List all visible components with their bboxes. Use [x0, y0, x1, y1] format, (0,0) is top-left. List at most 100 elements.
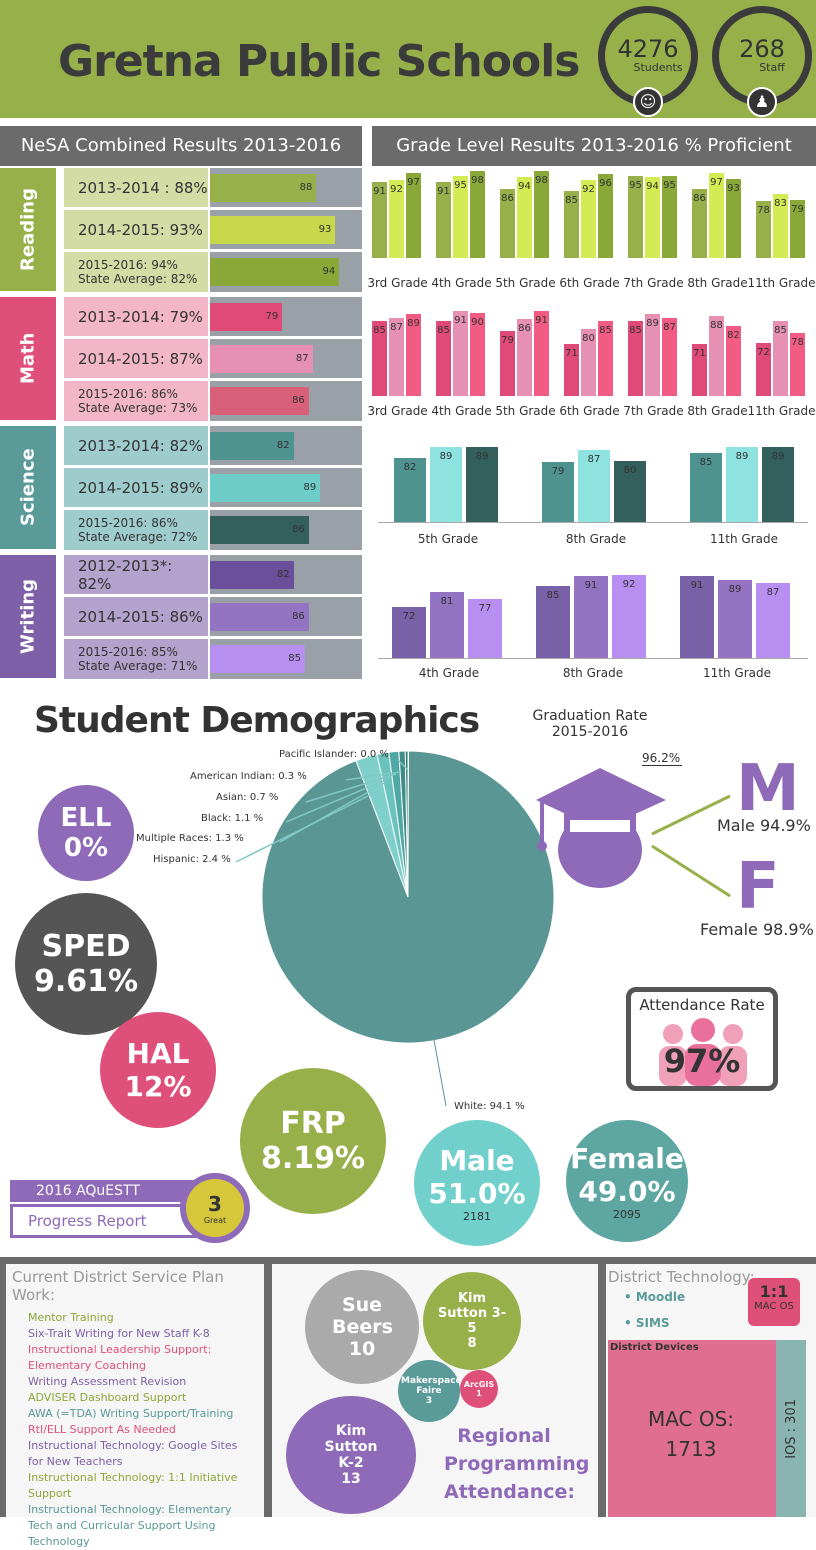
- grade-bar: 89: [718, 580, 752, 658]
- grade-bar: 80: [581, 329, 596, 396]
- regional-title: Regional Programming Attendance:: [444, 1422, 564, 1506]
- grade-bar: 71: [692, 344, 707, 396]
- service-item: Instructional Technology: Elementary Tec…: [28, 1502, 254, 1550]
- nesa-row-label: 2012-2013*: 82%: [64, 555, 208, 594]
- grade-bar: 91: [574, 576, 608, 658]
- pie-label-black: Black: 1.1 %: [201, 813, 263, 824]
- bubble-makerspace-value: 3: [426, 1396, 432, 1406]
- grad-female-rate: Female 98.9%: [700, 920, 814, 939]
- attendance-title: Attendance Rate: [631, 996, 773, 1014]
- tech-item-moodle: • Moodle: [624, 1290, 685, 1304]
- female-f-letter: F: [736, 850, 780, 924]
- graduation-title: Graduation Rate 2015-2016: [520, 708, 660, 740]
- nesa-row-text: 2014-2015: 93%: [78, 221, 208, 239]
- female-count: 2095: [613, 1208, 641, 1221]
- sped-circle: SPED 9.61%: [15, 893, 157, 1035]
- regional-panel: Sue Beers 10 Kim Sutton 3-5 8 Makerspace…: [272, 1264, 598, 1517]
- nesa-row-text: 2015-2016: 86%: [78, 516, 208, 530]
- grad-male-rate: Male 94.9%: [717, 816, 811, 835]
- grade-label: 6th Grade: [554, 404, 625, 418]
- grade-bar: 85: [628, 321, 643, 396]
- grade-bar: 87: [578, 450, 610, 522]
- grade-bar: 94: [517, 177, 532, 258]
- sped-label: SPED: [42, 929, 131, 964]
- subject-label-math: Math: [0, 297, 56, 420]
- female-circle: Female 49.0% 2095: [566, 1120, 688, 1242]
- nesa-bar: 88: [210, 174, 316, 202]
- nesa-row-label: 2013-2014 : 88%: [64, 168, 208, 207]
- male-m-letter: M: [736, 752, 800, 826]
- male-count: 2181: [463, 1210, 491, 1223]
- grade-bar: 85: [690, 453, 722, 522]
- grade-label: 7th Grade: [618, 276, 689, 290]
- nesa-row-label: 2014-2015: 89%: [64, 468, 208, 507]
- grade-bar: 87: [389, 318, 404, 396]
- devices-treemap: District Devices MAC OS: 1713 IOS : 301: [608, 1340, 806, 1517]
- grade-bar: 97: [709, 173, 724, 259]
- service-item: Instructional Technology: 1:1 Initiative…: [28, 1470, 254, 1502]
- bubble-kim-sutton-3-5-value: 8: [467, 1336, 476, 1351]
- sped-value: 9.61%: [34, 964, 138, 999]
- male-circle: Male 51.0% 2181: [414, 1120, 540, 1246]
- grade-label: 3rd Grade: [362, 404, 433, 418]
- male-value: 51.0%: [428, 1177, 525, 1210]
- frp-value: 8.19%: [261, 1141, 365, 1176]
- nesa-bar: 85: [210, 645, 305, 673]
- nesa-row-label: 2014-2015: 87%: [64, 339, 208, 378]
- grade-label: 11th Grade: [680, 532, 808, 546]
- nesa-state-average: State Average: 82%: [78, 272, 208, 286]
- grade-bar: 96: [598, 174, 613, 258]
- bubble-arcgis: ArcGIS 1: [460, 1370, 498, 1408]
- devices-title: District Devices: [610, 1342, 699, 1353]
- aquestt-score-value: 3: [208, 1192, 222, 1216]
- frp-circle: FRP 8.19%: [240, 1068, 386, 1214]
- pie-label-white: White: 94.1 %: [454, 1101, 525, 1112]
- bubble-arcgis-name: ArcGIS: [464, 1380, 494, 1389]
- service-item: ADVISER Dashboard Support: [28, 1390, 254, 1406]
- hal-value: 12%: [124, 1070, 191, 1103]
- grade-label: 5th Grade: [490, 404, 561, 418]
- nesa-row-text: 2014-2015: 89%: [78, 479, 208, 497]
- ios-block: IOS : 301: [776, 1340, 806, 1517]
- grade-bar: 91: [436, 182, 451, 259]
- grade-bar: 85: [564, 191, 579, 259]
- grade-label: 3rd Grade: [362, 276, 433, 290]
- grade-bar: 87: [662, 318, 677, 396]
- nesa-row-text: 2015-2016: 94%: [78, 258, 208, 272]
- service-item: Six-Trait Writing for New Staff K-8: [28, 1326, 254, 1342]
- nesa-bar: 79: [210, 303, 282, 331]
- nesa-row-text: 2013-2014: 79%: [78, 308, 208, 326]
- grade-bar: 91: [534, 311, 549, 396]
- grade-label: 6th Grade: [554, 276, 625, 290]
- graduation-title-text: Graduation Rate: [520, 708, 660, 724]
- service-item: Instructional Technology: Google Sites f…: [28, 1438, 254, 1470]
- female-label: Female: [570, 1142, 684, 1175]
- grade-bar: 90: [470, 313, 485, 396]
- nesa-state-average: State Average: 71%: [78, 659, 208, 673]
- pie-label-pacific: Pacific Islander: 0.0 %: [279, 749, 389, 760]
- grade-bar: 92: [389, 180, 404, 258]
- nesa-state-average: State Average: 73%: [78, 401, 208, 415]
- bubble-sue-beers: Sue Beers 10: [305, 1270, 419, 1384]
- nesa-bar: 93: [210, 216, 335, 244]
- grade-bar: 88: [709, 316, 724, 396]
- nesa-row-label: 2013-2014: 82%: [64, 426, 208, 465]
- grade-bar: 85: [773, 321, 788, 396]
- grade-bar: 91: [680, 576, 714, 658]
- grade-bar: 89: [466, 447, 498, 522]
- nesa-row-text: 2012-2013*: 82%: [78, 557, 208, 593]
- grade-bar: 82: [726, 326, 741, 396]
- students-stat: 4276 Students ☺: [598, 6, 698, 106]
- nesa-bar: 82: [210, 561, 294, 589]
- grade-bar: 79: [542, 462, 574, 522]
- nesa-state-average: State Average: 72%: [78, 530, 208, 544]
- tech-item-sims: • SIMS: [624, 1316, 670, 1330]
- grade-bar: 72: [756, 343, 771, 396]
- pie-leader-line: [434, 1040, 446, 1106]
- grade-bar: 95: [628, 176, 643, 259]
- bubble-makerspace: Makerspace Faire 3: [398, 1360, 460, 1422]
- nesa-row-label: 2015-2016: 85%State Average: 71%: [64, 639, 208, 679]
- grade-bar: 89: [762, 447, 794, 522]
